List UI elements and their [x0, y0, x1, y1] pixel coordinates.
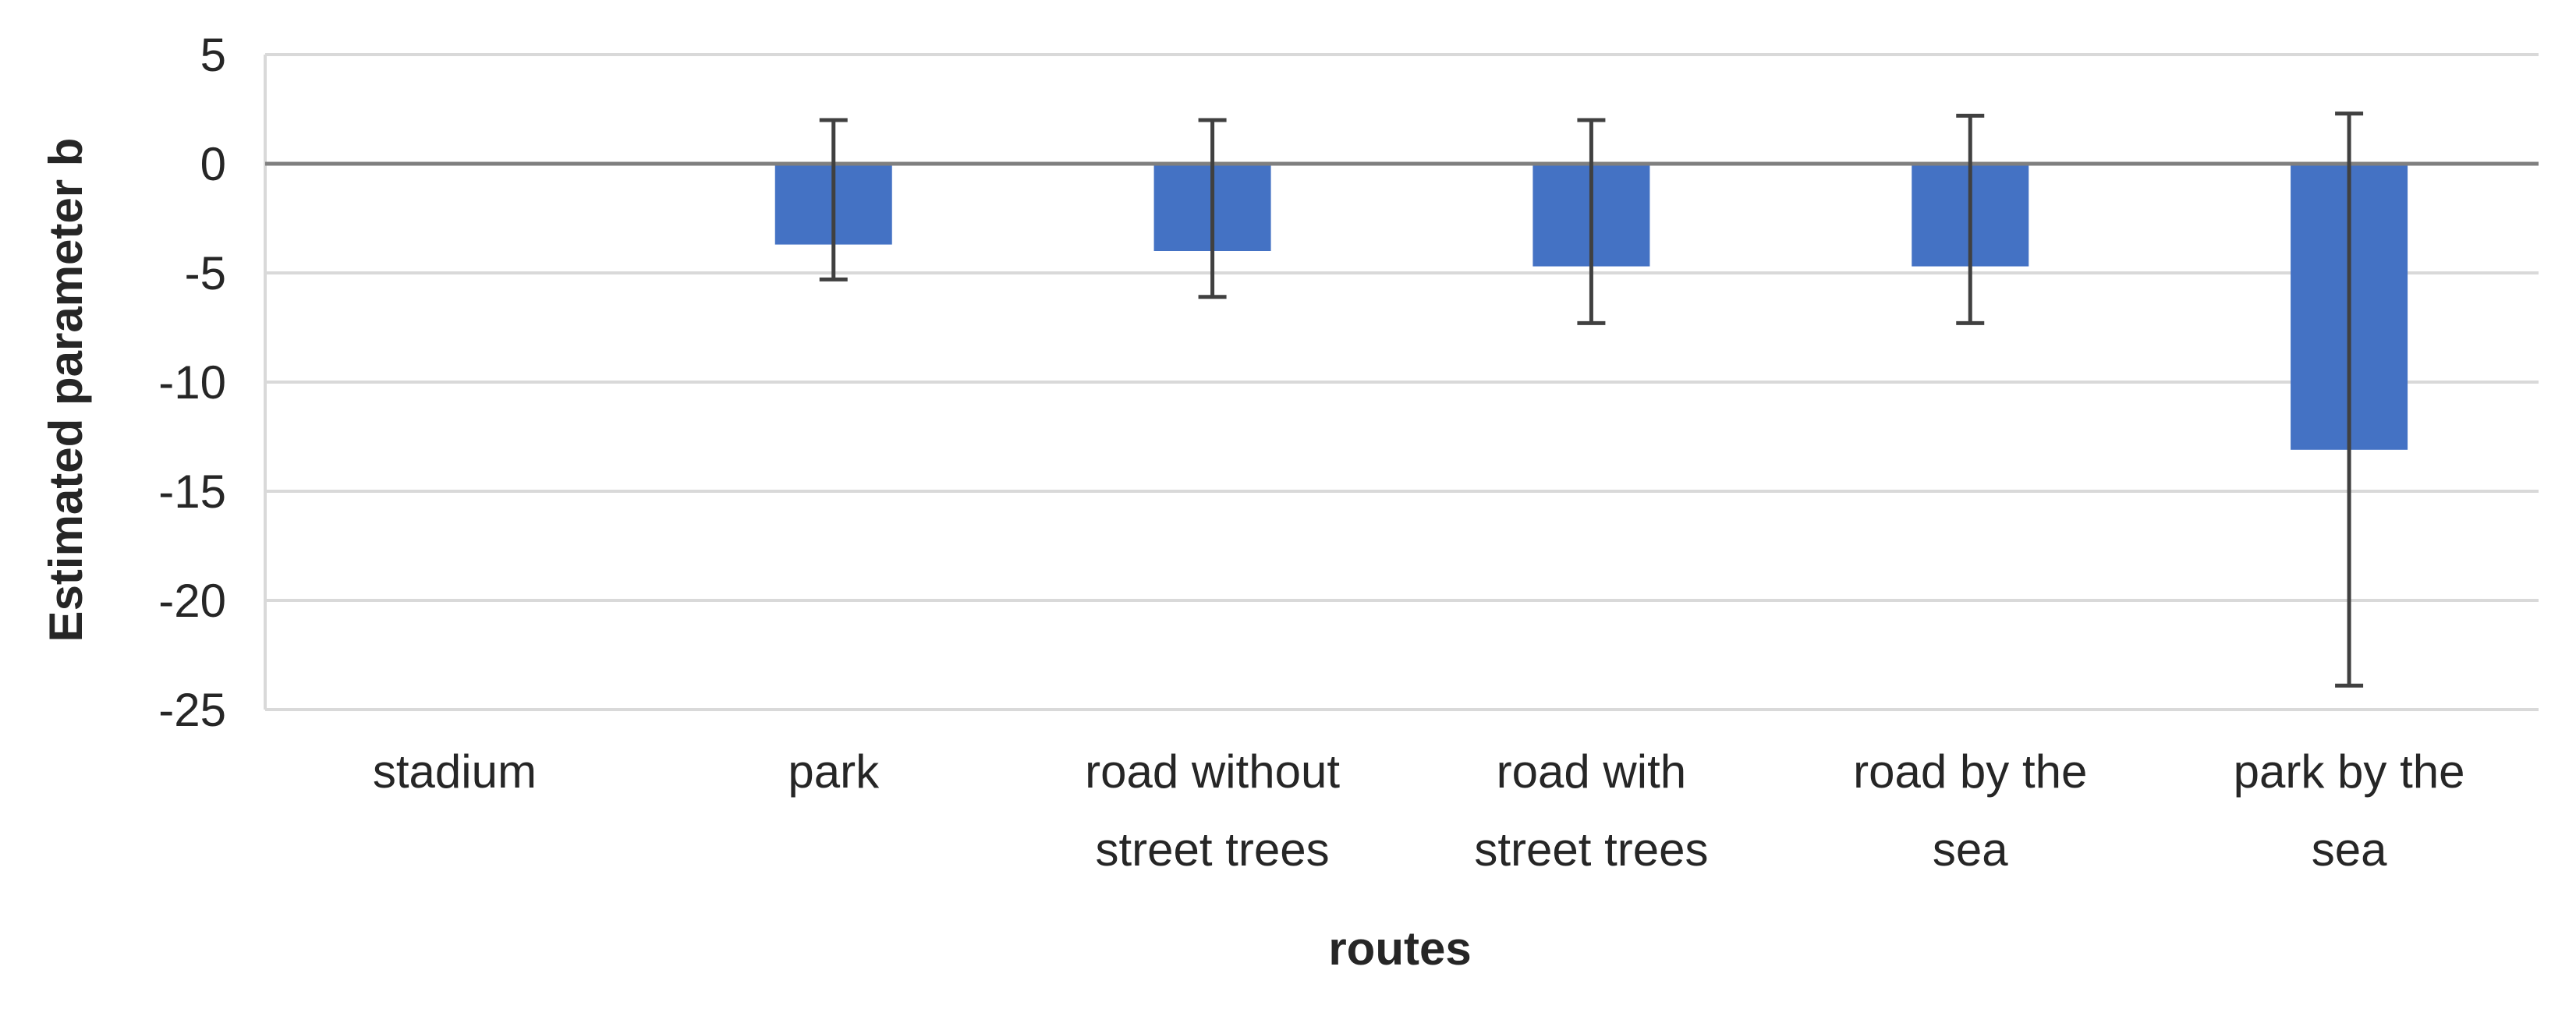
y-tick-label: -15	[158, 466, 226, 518]
x-axis-title: routes	[1328, 922, 1471, 975]
y-tick-labels: 5 0 -5 -10 -15 -20 -25	[158, 29, 226, 736]
x-tick-label: road with street trees	[1474, 745, 1708, 876]
y-tick-label: -10	[158, 356, 226, 409]
x-tick-label: park by the sea	[2234, 745, 2465, 876]
error-bars	[819, 112, 2364, 688]
x-tick-label: road without street trees	[1085, 745, 1340, 876]
x-category-labels: stadium park road without street trees road …	[373, 745, 2465, 876]
x-tick-label: stadium	[373, 745, 537, 798]
y-tick-label: -5	[185, 247, 226, 299]
x-tick-label: road by the sea	[1853, 745, 2087, 876]
error-bar	[1577, 118, 1606, 325]
error-bar	[819, 118, 848, 281]
x-tick-label: park	[788, 745, 880, 798]
error-bar	[1198, 118, 1227, 299]
y-tick-label: -25	[158, 684, 226, 736]
y-axis-title: Estimated parameter b	[40, 138, 92, 643]
error-bar	[2335, 112, 2364, 688]
y-tick-label: 5	[200, 29, 226, 81]
error-bar	[1956, 113, 1985, 325]
grid-lines	[264, 53, 2539, 711]
y-tick-label: 0	[200, 138, 226, 190]
y-tick-label: -20	[158, 575, 226, 627]
